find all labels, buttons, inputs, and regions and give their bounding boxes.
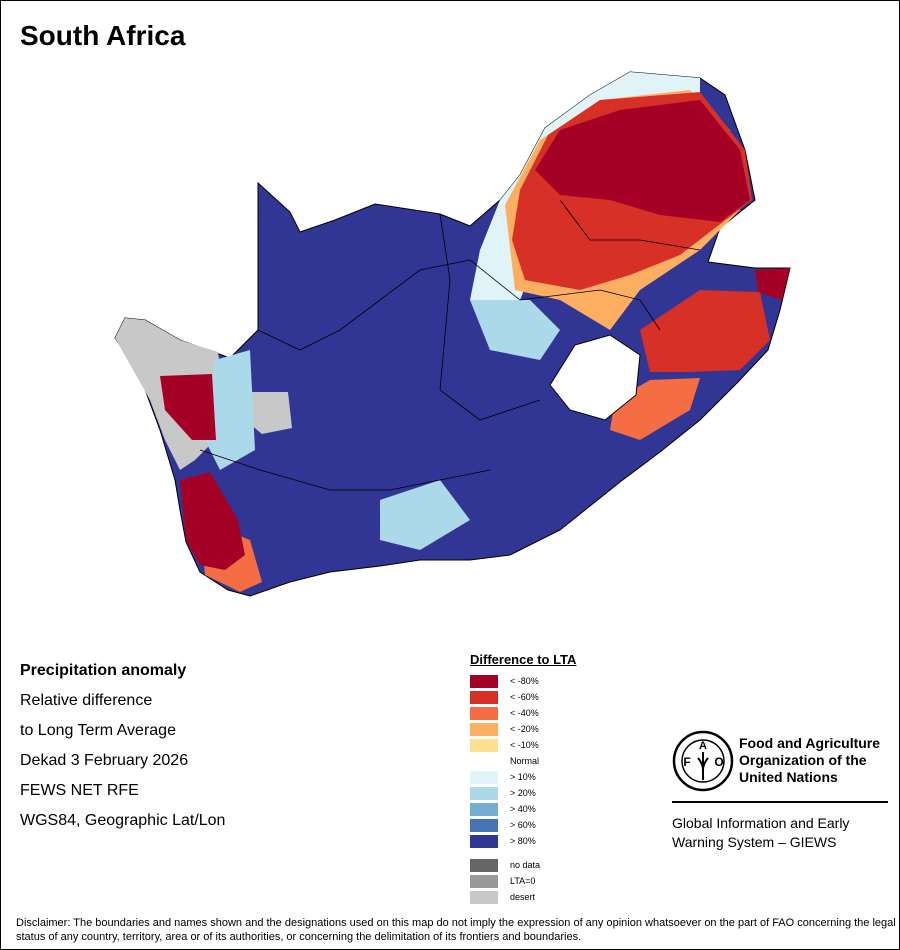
legend-swatch — [470, 722, 498, 736]
legend-swatch — [470, 738, 498, 752]
anomaly-darkred-kzn — [755, 268, 790, 300]
legend-swatch — [470, 802, 498, 816]
svg-text:F: F — [683, 755, 690, 769]
info-line: FEWS NET RFE — [20, 782, 139, 799]
legend-label: > 60% — [510, 820, 536, 830]
legend-item: < -80% — [470, 673, 576, 689]
legend-swatch — [470, 858, 498, 872]
info-heading: Precipitation anomaly — [20, 662, 187, 679]
normal-patch-east — [470, 300, 560, 360]
info-line: WGS84, Geographic Lat/Lon — [20, 812, 226, 829]
normal-patch-south — [380, 480, 470, 550]
legend-swatch — [470, 834, 498, 848]
info-line: Relative difference — [20, 692, 153, 709]
anomaly-darkred-namaqua — [160, 374, 216, 440]
province-boundaries — [199, 199, 701, 491]
legend-label: no data — [510, 860, 541, 870]
legend-item: < -40% — [470, 705, 576, 721]
svg-text:A: A — [699, 740, 707, 752]
legend: Difference to LTA < -80% < -60% < -40% < -2… — [470, 652, 576, 905]
legend-item: > 40% — [470, 801, 576, 817]
legend-label: LTA=0 — [510, 876, 536, 886]
info-line: Dekad 3 February 2026 — [20, 752, 189, 769]
legend-label: < -20% — [510, 724, 539, 734]
fao-name: Food and Agriculture Organization of the… — [739, 735, 880, 786]
logo-divider — [672, 801, 888, 803]
fao-emblem-icon: A F O — [672, 730, 734, 792]
legend-label: < -40% — [510, 708, 539, 718]
fao-name-line: United Nations — [739, 769, 838, 785]
desert-patch — [242, 392, 292, 434]
legend-item: desert — [470, 889, 576, 905]
lesotho — [549, 334, 641, 421]
legend-label: < -80% — [510, 676, 539, 686]
legend-swatch — [470, 874, 498, 888]
fao-name-line: Organization of the — [739, 752, 867, 768]
giews-line: Warning System – GIEWS — [672, 834, 837, 850]
legend-swatch — [470, 786, 498, 800]
legend-swatch — [470, 818, 498, 832]
legend-item: < -20% — [470, 721, 576, 737]
map-title: South Africa — [20, 20, 186, 51]
svg-text:O: O — [714, 755, 723, 769]
anomaly-darkred-ne — [535, 100, 750, 222]
legend-item: > 80% — [470, 833, 576, 849]
legend-swatch — [470, 674, 498, 688]
legend-item: > 60% — [470, 817, 576, 833]
legend-item: < -10% — [470, 737, 576, 753]
disclaimer: Disclaimer: The boundaries and names sho… — [16, 917, 896, 943]
legend-swatch — [470, 706, 498, 720]
giews-name: Global Information and Early Warning Sys… — [672, 814, 849, 852]
legend-label: > 80% — [510, 836, 536, 846]
anomaly-red-east — [640, 290, 770, 372]
legend-swatch — [470, 690, 498, 704]
precipitation-anomaly-map — [114, 71, 791, 597]
legend-label: > 40% — [510, 804, 536, 814]
legend-swatch — [470, 754, 498, 768]
legend-label: > 10% — [510, 772, 536, 782]
legend-swatch — [470, 890, 498, 904]
legend-item: LTA=0 — [470, 873, 576, 889]
legend-item: > 10% — [470, 769, 576, 785]
legend-label: > 20% — [510, 788, 536, 798]
legend-label: < -10% — [510, 740, 539, 750]
fao-name-line: Food and Agriculture — [739, 735, 881, 751]
legend-swatch — [470, 770, 498, 784]
legend-item: no data — [470, 857, 576, 873]
legend-item: < -60% — [470, 689, 576, 705]
legend-label: Normal — [510, 756, 540, 766]
map-info: Precipitation anomaly Relative differenc… — [20, 656, 225, 836]
legend-item: > 20% — [470, 785, 576, 801]
legend-label: desert — [510, 892, 536, 902]
info-line: to Long Term Average — [20, 722, 176, 739]
anomaly-darkred-cape — [180, 472, 245, 570]
legend-title: Difference to LTA — [470, 652, 577, 667]
legend-label: < -60% — [510, 692, 539, 702]
giews-line: Global Information and Early — [672, 815, 850, 831]
normal-patch-west — [205, 350, 255, 470]
legend-item: Normal — [470, 753, 576, 769]
